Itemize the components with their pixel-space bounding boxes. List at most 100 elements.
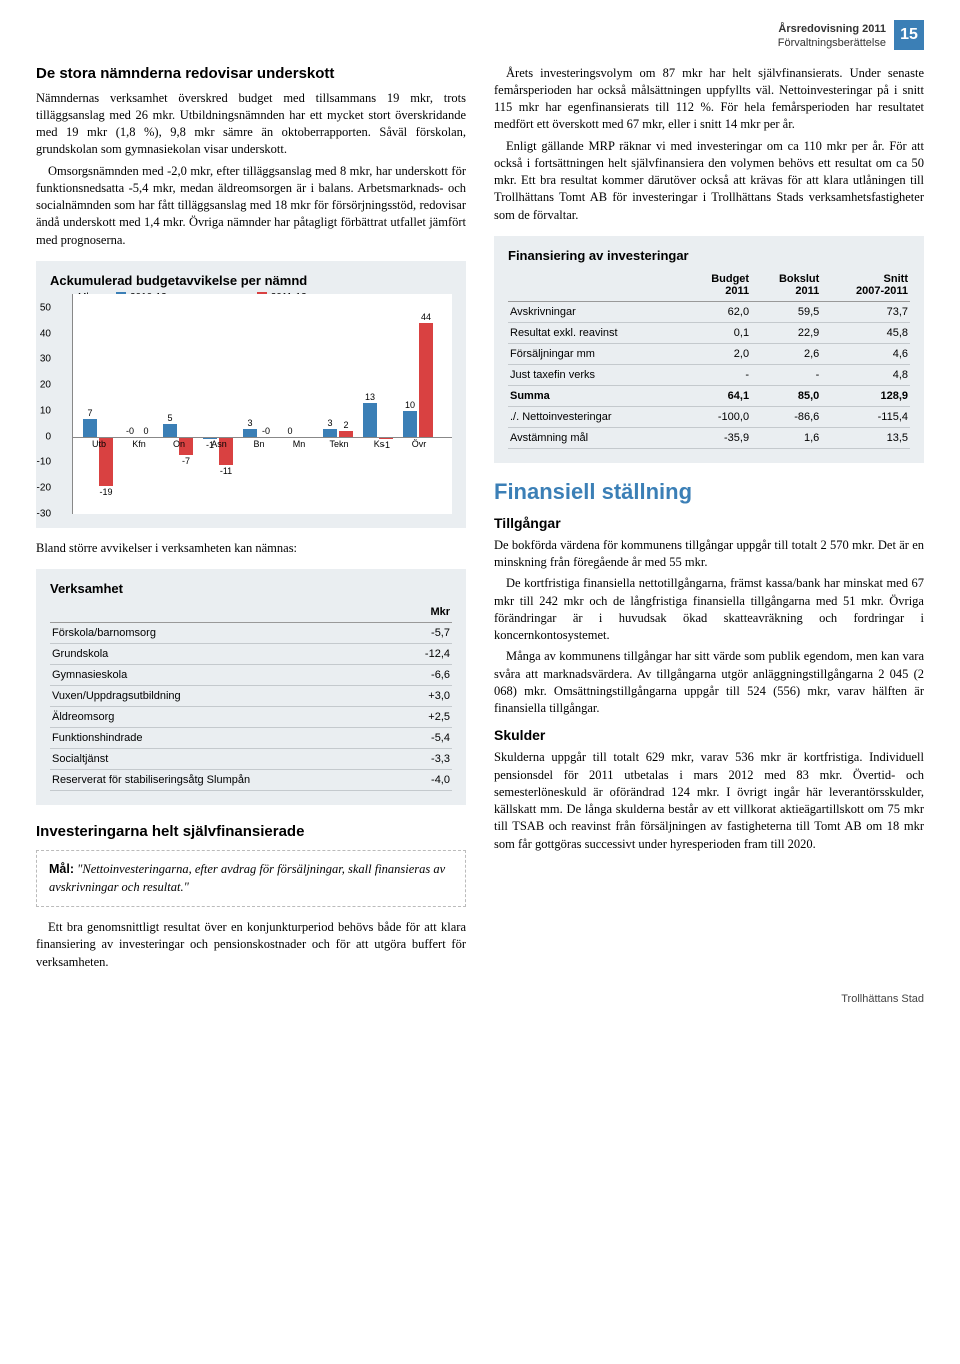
table-header-cell [50, 602, 401, 623]
table-cell: Gymnasieskola [50, 665, 401, 686]
bar-value-label: -0 [122, 426, 138, 436]
body-paragraph: Omsorgsnämnden med -2,0 mkr, efter tillä… [36, 163, 466, 249]
category-label: Asn [199, 439, 239, 449]
table-row: Grundskola-12,4 [50, 644, 452, 665]
body-paragraph: Årets investeringsvolym om 87 mkr har he… [494, 65, 924, 134]
table-cell: Avstämning mål [508, 427, 685, 448]
table-cell: +2,5 [401, 707, 452, 728]
bar-series-a [403, 411, 417, 437]
table-row: Summa64,185,0128,9 [508, 385, 910, 406]
y-tick: -10 [37, 457, 51, 468]
goal-label: Mål: [49, 862, 74, 876]
goal-text: "Nettoinvesteringarna, efter avdrag för … [49, 862, 445, 894]
doc-subtitle: Förvaltningsberättelse [778, 36, 886, 50]
table-cell: Summa [508, 385, 685, 406]
table-cell: -100,0 [685, 406, 751, 427]
table-row: Gymnasieskola-6,6 [50, 665, 452, 686]
subsection-heading: Skulder [494, 727, 924, 743]
table-cell: -5,7 [401, 623, 452, 644]
table-cell: 64,1 [685, 385, 751, 406]
table-header-cell: Budget2011 [685, 269, 751, 302]
table-cell: 22,9 [751, 322, 821, 343]
bar-group: 7-19Utb [81, 308, 117, 514]
table-header-cell: Snitt2007-2011 [821, 269, 910, 302]
table-cell: -4,0 [401, 770, 452, 791]
financing-table-box: Finansiering av investeringar Budget2011… [494, 236, 924, 463]
table-cell: -3,3 [401, 749, 452, 770]
category-label: Ks [359, 439, 399, 449]
table-row: Reserverat för stabiliseringsåtg Slumpån… [50, 770, 452, 791]
table-cell: Vuxen/Uppdragsutbildning [50, 686, 401, 707]
bar-value-label: 3 [322, 418, 338, 428]
table-cell: 73,7 [821, 301, 910, 322]
table-cell: +3,0 [401, 686, 452, 707]
body-paragraph: Många av kommunens tillgångar har sitt v… [494, 648, 924, 717]
y-tick: -30 [37, 508, 51, 519]
table-cell: Funktionshindrade [50, 728, 401, 749]
y-tick: 0 [45, 431, 51, 442]
table-cell: 59,5 [751, 301, 821, 322]
bar-group: 13-1Ks [361, 308, 397, 514]
category-label: Bn [239, 439, 279, 449]
y-tick: -20 [37, 483, 51, 494]
bar-series-a [363, 403, 377, 436]
page-number: 15 [894, 20, 924, 50]
category-label: Övr [399, 439, 439, 449]
table-cell: -115,4 [821, 406, 910, 427]
body-paragraph: Ett bra genomsnittligt resultat över en … [36, 919, 466, 971]
table-cell: -35,9 [685, 427, 751, 448]
table-row: Funktionshindrade-5,4 [50, 728, 452, 749]
bar-value-label: 5 [162, 413, 178, 423]
category-label: Tekn [319, 439, 359, 449]
bar-series-b [419, 323, 433, 436]
page-header: Årsredovisning 2011 Förvaltningsberättel… [36, 20, 924, 51]
y-tick: 30 [40, 354, 51, 365]
y-tick: 20 [40, 380, 51, 391]
table-cell: 85,0 [751, 385, 821, 406]
category-label: Mn [279, 439, 319, 449]
bar-value-label: -11 [218, 466, 234, 476]
table-cell: ./. Nettoinvesteringar [508, 406, 685, 427]
table-cell: Resultat exkl. reavinst [508, 322, 685, 343]
body-paragraph: De bokförda värdena för kommunens tillgå… [494, 537, 924, 572]
goal-box: Mål: "Nettoinvesteringarna, efter avdrag… [36, 850, 466, 907]
bar-series-a [83, 419, 97, 437]
bar-group: -00Kfn [121, 308, 157, 514]
bar-value-label: 13 [362, 392, 378, 402]
body-paragraph: Enligt gällande MRP räknar vi med invest… [494, 138, 924, 224]
y-tick: 40 [40, 328, 51, 339]
table-cell: -86,6 [751, 406, 821, 427]
table-cell: 128,9 [821, 385, 910, 406]
bar-group: 5-7On [161, 308, 197, 514]
table-cell: 62,0 [685, 301, 751, 322]
table-cell: 13,5 [821, 427, 910, 448]
table-cell: Just taxefin verks [508, 364, 685, 385]
table-cell: - [685, 364, 751, 385]
section-heading: De stora nämnderna redovisar underskott [36, 65, 466, 82]
table-row: Resultat exkl. reavinst0,122,945,8 [508, 322, 910, 343]
table-cell: Försäljningar mm [508, 343, 685, 364]
y-tick: 10 [40, 405, 51, 416]
table-row: Socialtjänst-3,3 [50, 749, 452, 770]
table-row: Just taxefin verks--4,8 [508, 364, 910, 385]
bar-value-label: 7 [82, 408, 98, 418]
table-row: Avskrivningar62,059,573,7 [508, 301, 910, 322]
category-label: Kfn [119, 439, 159, 449]
body-paragraph: Skulderna uppgår till totalt 629 mkr, va… [494, 749, 924, 853]
table-title: Verksamhet [50, 581, 452, 596]
table-cell: Förskola/barnomsorg [50, 623, 401, 644]
body-paragraph: Nämndernas verksamhet överskred budget m… [36, 90, 466, 159]
verksamhet-table: Mkr Förskola/barnomsorg-5,7Grundskola-12… [50, 602, 452, 791]
bar-value-label: 3 [242, 418, 258, 428]
bar-value-label: 2 [338, 420, 354, 430]
section-heading-blue: Finansiell ställning [494, 479, 924, 505]
table-cell: 1,6 [751, 427, 821, 448]
bar-group: -1-11Asn [201, 308, 237, 514]
bar-value-label: 44 [418, 312, 434, 322]
table-row: Förskola/barnomsorg-5,7 [50, 623, 452, 644]
table-cell: 0,1 [685, 322, 751, 343]
bar-value-label: 0 [282, 426, 298, 436]
section-heading: Investeringarna helt självfinansierade [36, 823, 466, 840]
table-header-cell: Mkr [401, 602, 452, 623]
doc-title: Årsredovisning 2011 [778, 22, 886, 36]
